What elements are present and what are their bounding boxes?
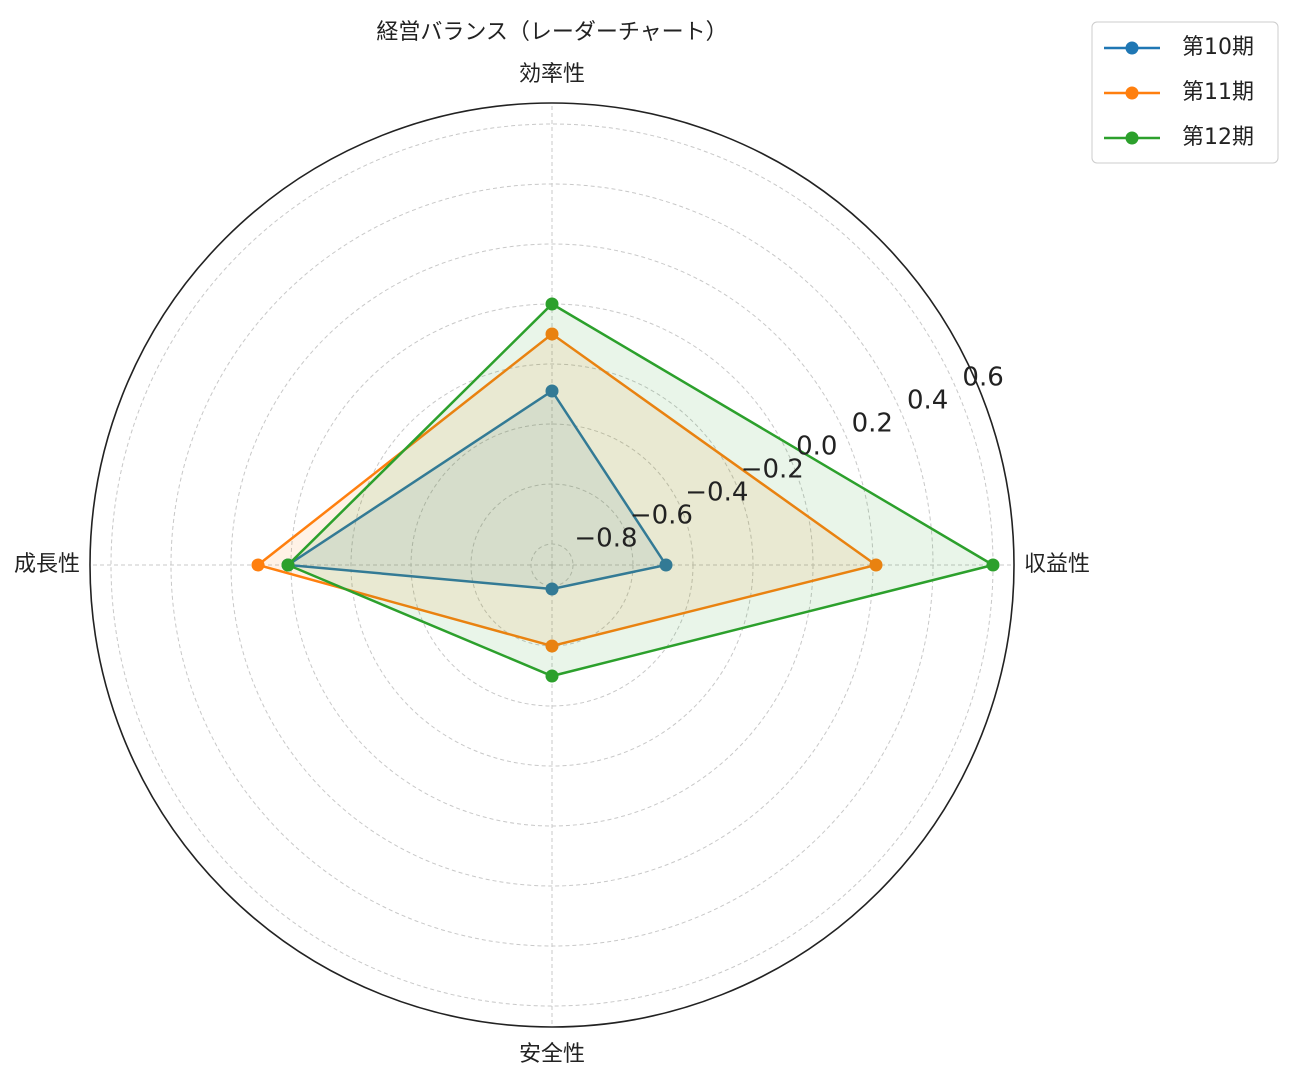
point	[251, 558, 265, 572]
point	[545, 327, 559, 341]
legend-label: 第12期	[1182, 125, 1254, 150]
point	[545, 582, 559, 596]
series-area	[288, 391, 666, 589]
grid-circle	[350, 363, 754, 767]
outer-circle	[89, 102, 1015, 1028]
series-area	[288, 304, 993, 676]
point	[545, 297, 559, 311]
point	[869, 558, 883, 572]
point	[545, 639, 559, 653]
r-tick-label: −0.4	[685, 478, 748, 508]
category-label: 収益性	[1024, 552, 1090, 577]
point	[281, 558, 295, 572]
category-label: 効率性	[519, 62, 585, 87]
series-area	[258, 334, 876, 646]
point	[545, 384, 559, 398]
chart-title: 経営バランス（レーダーチャート）	[376, 20, 727, 45]
r-tick-label: 0.0	[796, 432, 837, 462]
point	[545, 669, 559, 683]
legend-marker	[1125, 86, 1139, 100]
r-tick-label: −0.8	[574, 523, 637, 553]
r-tick-label: 0.6	[962, 363, 1003, 393]
category-label: 安全性	[519, 1042, 585, 1067]
r-tick-label: 0.2	[852, 409, 893, 439]
legend-label: 第10期	[1182, 35, 1254, 60]
r-tick-label: −0.2	[741, 455, 804, 485]
r-tick-label: 0.4	[907, 386, 948, 416]
legend-marker	[1125, 131, 1139, 145]
legend-label: 第11期	[1182, 80, 1254, 105]
legend-box	[1091, 21, 1279, 164]
r-tick-label: −0.6	[630, 501, 693, 531]
legend-marker	[1125, 41, 1139, 55]
category-label: 成長性	[14, 552, 80, 577]
point	[659, 558, 673, 572]
point	[986, 558, 1000, 572]
